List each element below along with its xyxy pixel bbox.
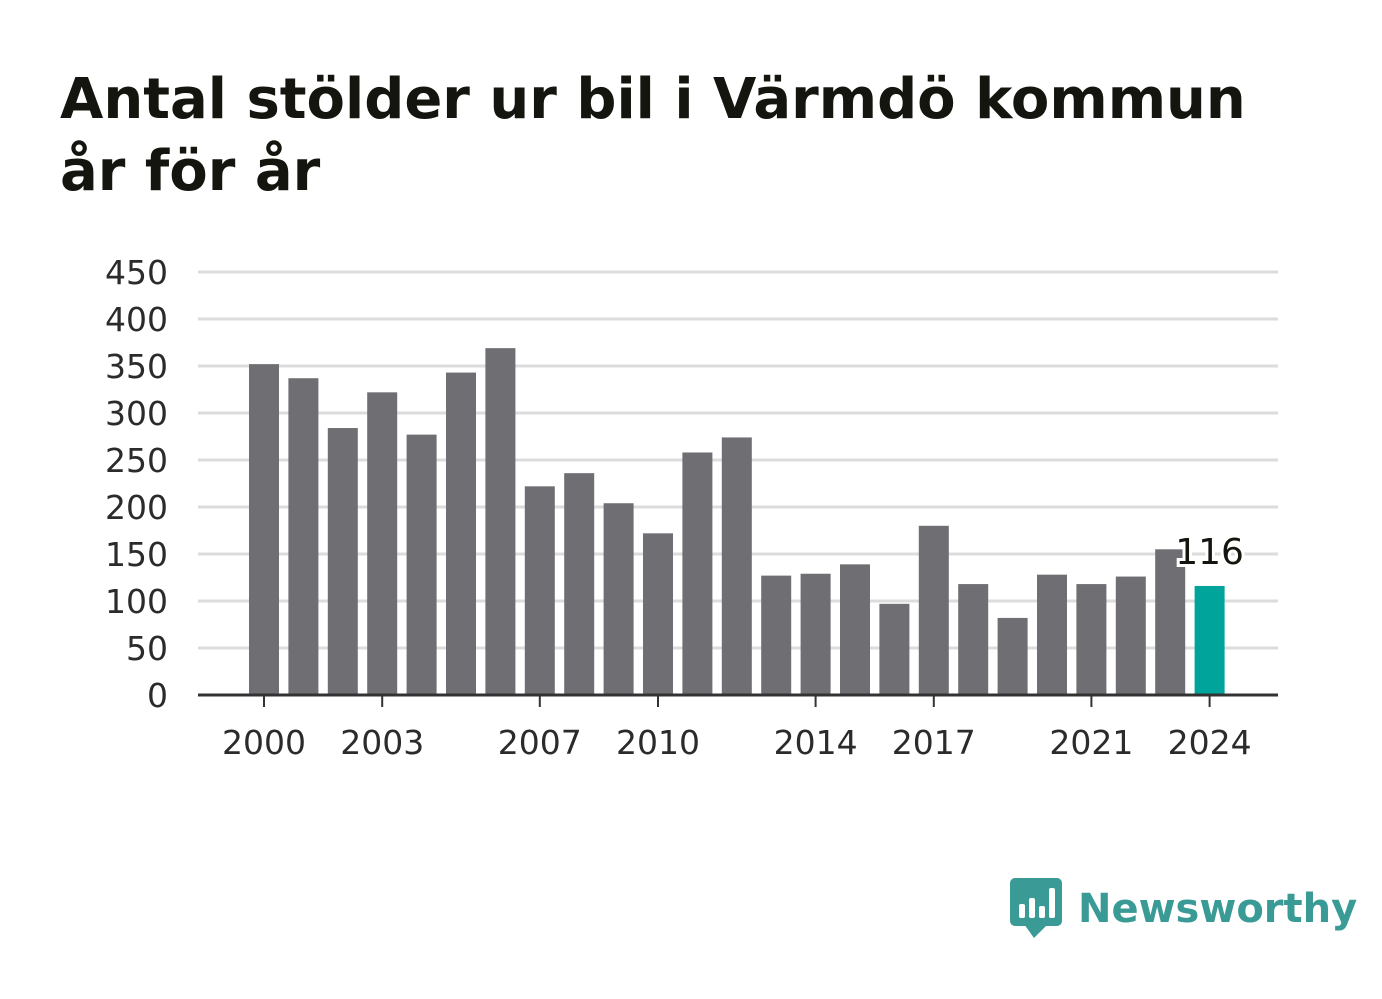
- x-tick-label: 2000: [222, 723, 306, 762]
- bar-2021: [1076, 584, 1107, 695]
- bar-2000: [249, 364, 279, 695]
- newsworthy-logo-icon: [1010, 878, 1062, 938]
- bar-2003: [367, 392, 398, 695]
- data-label: 116: [1175, 532, 1244, 573]
- bar-2013: [761, 575, 792, 695]
- bar-2008: [564, 473, 595, 695]
- y-tick-label: 350: [105, 347, 168, 386]
- bar-2016: [879, 603, 910, 695]
- bar-2004: [406, 434, 437, 695]
- bar-2002: [327, 428, 358, 695]
- bars: [249, 348, 1225, 695]
- data-labels: 116: [1172, 529, 1247, 576]
- bar-2005: [446, 372, 476, 695]
- y-tick-label: 300: [105, 394, 168, 433]
- bar-2012: [721, 437, 752, 695]
- bar-2018: [958, 584, 989, 695]
- bar-2007: [524, 486, 555, 695]
- bar-2020: [1037, 574, 1067, 695]
- x-tick-label: 2024: [1168, 723, 1252, 762]
- bar-2001: [288, 378, 319, 695]
- x-tick-label: 2007: [498, 723, 582, 762]
- brand-name: Newsworthy: [1078, 886, 1358, 932]
- y-tick-label: 150: [105, 535, 168, 574]
- bar-2014: [800, 573, 831, 695]
- y-tick-label: 250: [105, 441, 168, 480]
- bar-2006: [485, 348, 516, 695]
- bar-2010: [643, 533, 673, 695]
- x-tick-label: 2021: [1049, 723, 1133, 762]
- y-tick-label: 50: [126, 629, 168, 668]
- chart-title-line-2: år för år: [60, 139, 321, 204]
- x-tick-label: 2014: [774, 723, 858, 762]
- y-tick-label: 400: [105, 300, 168, 339]
- y-tick-label: 0: [147, 676, 168, 715]
- y-axis-ticks: 0 50 100 150 200 250 300 350 400 450: [105, 253, 168, 715]
- bar-2017: [918, 525, 949, 695]
- bar-2019: [997, 617, 1028, 695]
- chart-title-line-1: Antal stölder ur bil i Värmdö kommun: [60, 67, 1246, 132]
- bar-2011: [682, 452, 713, 695]
- x-tick-label: 2010: [616, 723, 700, 762]
- bar-2015: [840, 564, 870, 695]
- x-tick-label: 2017: [892, 723, 976, 762]
- bar-2024: [1194, 585, 1225, 695]
- y-tick-label: 200: [105, 488, 168, 527]
- y-tick-label: 450: [105, 253, 168, 292]
- bar-2023: [1155, 549, 1186, 695]
- brand-logo: Newsworthy: [1010, 878, 1357, 940]
- x-axis: 2000 2003 2007 2010 2014 2017 2021 2024: [198, 693, 1278, 762]
- bar-2022: [1115, 576, 1146, 695]
- x-tick-label: 2003: [340, 723, 424, 762]
- y-tick-label: 100: [105, 582, 168, 621]
- bar-2009: [603, 503, 634, 695]
- chart-title: Antal stölder ur bil i Värmdö kommun år …: [60, 64, 1320, 208]
